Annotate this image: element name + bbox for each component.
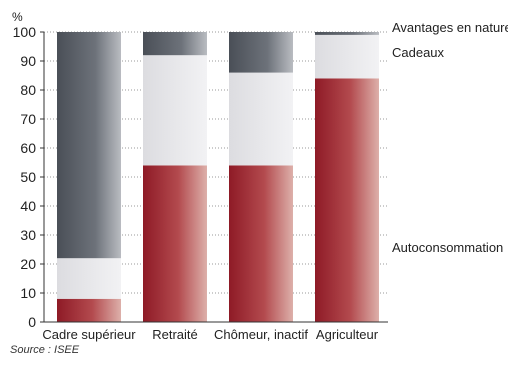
x-category-label: Chômeur, inactif xyxy=(214,327,308,342)
y-tick-label: 50 xyxy=(20,169,36,185)
bar-segment xyxy=(143,32,207,56)
legend-label: Avantages en nature xyxy=(392,20,508,35)
y-unit-label: % xyxy=(12,10,23,24)
bar-segment xyxy=(229,165,293,322)
bar-segment xyxy=(57,32,121,259)
x-category-label: Cadre supérieur xyxy=(42,327,136,342)
bar-segment xyxy=(315,78,379,323)
y-axis: 0 10 20 30 40 50 60 70 80 90 100 xyxy=(13,24,388,330)
legend-label: Cadeaux xyxy=(392,45,445,60)
y-tick-label: 70 xyxy=(20,111,36,127)
x-category-label: Retraité xyxy=(152,327,198,342)
legend: Autoconsommation Cadeaux Avantages en natu… xyxy=(392,20,508,255)
bar-segment xyxy=(315,34,379,79)
bar-segment xyxy=(229,72,293,166)
bar-segment xyxy=(57,258,121,299)
x-category-label: Agriculteur xyxy=(316,327,379,342)
bars xyxy=(57,32,379,323)
source-note: Source : ISEE xyxy=(10,344,80,356)
y-tick-label: 100 xyxy=(13,24,37,40)
y-tick-label: 40 xyxy=(20,198,36,214)
bar-segment xyxy=(315,32,379,35)
legend-label: Autoconsommation xyxy=(392,240,503,255)
y-tick-label: 90 xyxy=(20,53,36,69)
bar-segment xyxy=(57,298,121,322)
y-tick-label: 10 xyxy=(20,285,36,301)
y-tick-label: 60 xyxy=(20,140,36,156)
y-tick-label: 0 xyxy=(28,314,36,330)
bar-segment xyxy=(143,55,207,166)
bar-segment xyxy=(229,32,293,73)
y-tick-label: 80 xyxy=(20,82,36,98)
y-tick-label: 20 xyxy=(20,256,36,272)
bar-segment xyxy=(143,165,207,322)
x-axis-labels: Cadre supérieur Retraité Chômeur, inactif A… xyxy=(42,327,378,342)
y-tick-label: 30 xyxy=(20,227,36,243)
